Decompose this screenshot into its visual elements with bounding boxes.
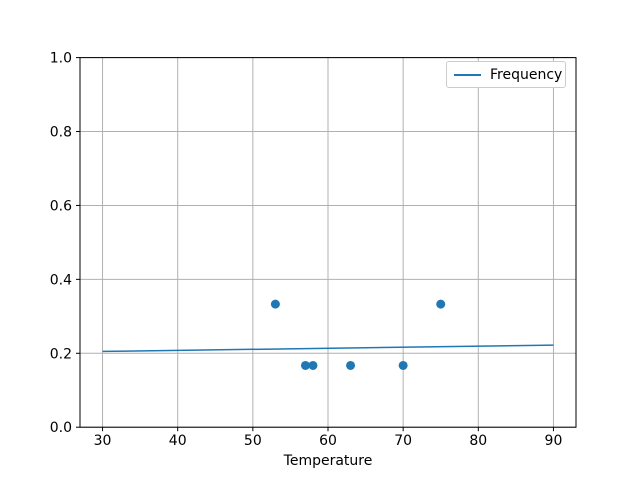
- scatter-point: [308, 360, 318, 370]
- y-tick-label: 0.0: [50, 420, 72, 436]
- x-tick-label: 60: [319, 433, 337, 449]
- scatter-point: [270, 299, 280, 309]
- legend-line-sample: [454, 73, 481, 76]
- y-tick-label: 0.8: [50, 125, 72, 141]
- scatter-point: [398, 360, 408, 370]
- y-tick-label: 0.2: [50, 346, 72, 362]
- legend-label: Frequency: [490, 66, 563, 83]
- x-tick-label: 90: [545, 433, 563, 449]
- x-tick-label: 50: [244, 433, 262, 449]
- y-tick-label: 1.0: [50, 51, 72, 67]
- scatter-point: [346, 360, 356, 370]
- scatter-point: [436, 299, 446, 309]
- legend: Frequency: [446, 61, 566, 88]
- x-tick-label: 40: [169, 433, 187, 449]
- y-tick-label: 0.4: [50, 272, 72, 288]
- x-tick-label: 70: [394, 433, 412, 449]
- scatter-point: [300, 360, 310, 370]
- y-tick-label: 0.6: [50, 198, 72, 214]
- x-tick-label: 30: [94, 433, 112, 449]
- x-tick-label: 80: [469, 433, 487, 449]
- frequency-line: [102, 344, 554, 353]
- x-axis-label: Temperature: [283, 453, 373, 469]
